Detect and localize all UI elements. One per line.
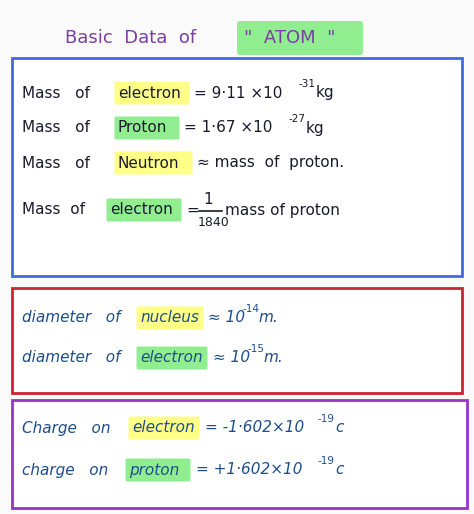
FancyBboxPatch shape [137,346,208,370]
Text: kg: kg [306,120,325,136]
FancyBboxPatch shape [115,152,192,174]
Text: -15: -15 [248,344,265,354]
FancyBboxPatch shape [237,21,363,55]
Text: Charge   on: Charge on [22,420,110,435]
Text: electron: electron [110,203,173,217]
Text: Neutron: Neutron [118,156,180,171]
Text: -14: -14 [243,304,260,314]
Text: -31: -31 [299,79,316,89]
Text: = 9·11 ×10: = 9·11 ×10 [194,85,283,101]
Text: -19: -19 [318,456,335,466]
Text: = -1·602×10: = -1·602×10 [205,420,304,435]
Text: kg: kg [316,85,335,101]
Text: Proton: Proton [118,120,167,136]
Text: electron: electron [132,420,195,435]
Text: diameter   of: diameter of [22,351,120,365]
Text: mass of proton: mass of proton [225,203,340,217]
FancyBboxPatch shape [115,82,190,104]
Text: =: = [186,203,199,217]
Bar [12,58,462,276]
Text: 1840: 1840 [198,216,230,229]
Text: diameter   of: diameter of [22,310,120,325]
Text: "  ATOM  ": " ATOM " [244,29,336,47]
Text: m.: m. [258,310,278,325]
FancyBboxPatch shape [107,198,182,222]
Text: Basic  Data  of: Basic Data of [65,29,196,47]
Text: nucleus: nucleus [140,310,199,325]
FancyBboxPatch shape [137,306,203,329]
Bar [12,400,467,508]
Text: electron: electron [118,85,181,101]
Text: = +1·602×10: = +1·602×10 [196,463,302,478]
Text: ≈ mass  of  proton.: ≈ mass of proton. [197,156,344,171]
Text: proton: proton [129,463,179,478]
Text: ≈ 10: ≈ 10 [213,351,250,365]
Text: Mass  of: Mass of [22,203,85,217]
Text: 1: 1 [203,193,213,208]
Text: c: c [335,463,343,478]
Text: m.: m. [263,351,283,365]
Text: c: c [335,420,343,435]
Text: = 1·67 ×10: = 1·67 ×10 [184,120,273,136]
Text: -27: -27 [289,114,306,124]
Text: Mass   of: Mass of [22,85,90,101]
Text: ≈ 10: ≈ 10 [208,310,245,325]
Text: Mass   of: Mass of [22,156,90,171]
FancyBboxPatch shape [126,458,191,482]
Bar [12,288,462,393]
FancyBboxPatch shape [128,416,200,439]
Text: Mass   of: Mass of [22,120,90,136]
Text: charge   on: charge on [22,463,108,478]
Text: -19: -19 [318,414,335,424]
Text: electron: electron [140,351,202,365]
FancyBboxPatch shape [115,117,180,139]
